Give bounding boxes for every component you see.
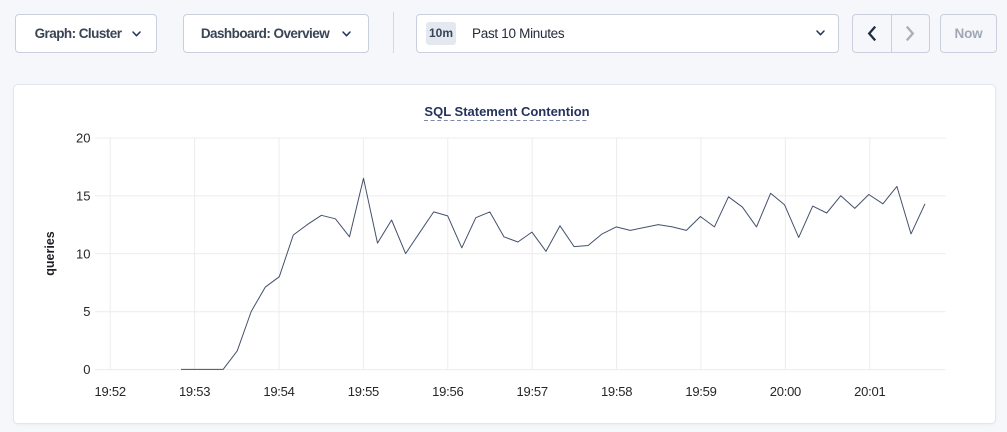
svg-text:10: 10 [76, 246, 90, 261]
svg-text:19:54: 19:54 [263, 384, 294, 399]
svg-text:19:58: 19:58 [601, 384, 632, 399]
svg-text:20:01: 20:01 [854, 384, 885, 399]
svg-text:15: 15 [76, 188, 90, 203]
svg-text:19:55: 19:55 [348, 384, 379, 399]
svg-text:20: 20 [76, 131, 90, 146]
svg-text:19:57: 19:57 [517, 384, 548, 399]
svg-text:20:00: 20:00 [770, 384, 801, 399]
svg-text:19:59: 19:59 [685, 384, 716, 399]
svg-text:queries: queries [43, 231, 57, 276]
svg-text:5: 5 [83, 304, 90, 319]
svg-text:SQL Statement Contention: SQL Statement Contention [424, 104, 589, 119]
svg-text:19:56: 19:56 [432, 384, 463, 399]
svg-text:19:53: 19:53 [179, 384, 210, 399]
svg-text:19:52: 19:52 [95, 384, 126, 399]
svg-text:0: 0 [83, 362, 90, 377]
